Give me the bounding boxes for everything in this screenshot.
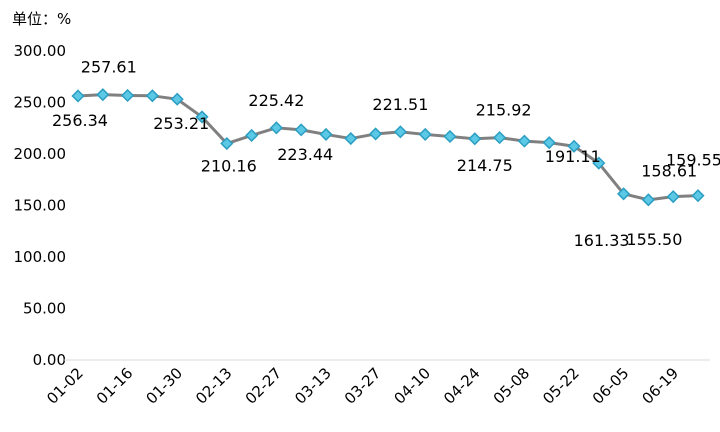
data-label: 161.33 [574,231,630,250]
data-point [170,92,184,106]
data-label: 223.44 [277,145,333,164]
data-label: 210.16 [201,157,257,176]
y-tick-label: 200.00 [14,145,67,163]
data-point [121,88,135,103]
data-label: 225.42 [248,91,304,110]
data-label: 257.61 [81,58,137,77]
y-tick-label: 50.00 [23,300,66,318]
x-tick-label: 01-02 [43,364,87,408]
data-label: 256.34 [52,111,108,130]
x-tick-label: 02-27 [242,364,286,408]
x-tick-label: 01-30 [142,364,186,408]
x-tick-label: 06-05 [589,364,633,408]
data-point [96,88,110,102]
x-tick-label: 04-10 [390,364,434,408]
x-tick-label: 04-24 [440,364,484,408]
data-point [641,193,655,207]
x-tick-label: 03-27 [341,364,385,408]
data-point [617,187,631,201]
y-axis: 300.00 250.00 200.00 150.00 100.00 50.00 0.00 [14,42,67,369]
x-tick-label: 02-13 [192,364,236,408]
data-point [269,121,283,135]
data-point [468,132,482,146]
data-point [517,134,531,148]
data-point [666,190,680,204]
data-label: 215.92 [476,101,532,120]
x-axis: 01-02 01-16 01-30 02-13 02-27 03-13 03-27 04-10… [43,364,682,408]
x-tick-label: 05-08 [490,364,534,408]
y-tick-label: 300.00 [14,42,67,60]
x-tick-label: 06-19 [638,364,682,408]
y-tick-label: 100.00 [14,248,67,266]
unit-label: 单位：% [12,10,71,28]
data-point [393,125,407,139]
data-point [145,89,159,103]
data-point [493,131,507,145]
data-point [220,136,234,151]
data-point [294,123,308,137]
data-label: 253.21 [153,114,209,133]
y-tick-label: 250.00 [14,94,67,112]
data-point [344,131,358,146]
data-point [691,189,705,203]
data-point [245,128,259,143]
data-point [71,89,85,103]
data-point [319,127,333,141]
x-tick-label: 01-16 [93,364,137,408]
y-tick-label: 150.00 [14,197,67,215]
data-label: 159.55 [666,151,720,170]
data-point [567,139,581,153]
x-tick-label: 03-13 [291,364,335,408]
data-label: 155.50 [626,230,682,249]
data-label: 191.11 [545,147,601,166]
data-point [195,110,209,124]
data-point [443,129,457,144]
y-tick-label: 0.00 [33,351,66,369]
data-point [592,156,606,170]
data-labels: 256.34 257.61 253.21 210.16 225.42 223.44 221.… [52,58,720,250]
data-label: 214.75 [457,156,513,175]
data-point [542,136,556,150]
series-markers [71,88,705,207]
data-point [418,127,432,141]
x-tick-label: 05-22 [539,364,583,408]
data-label: 221.51 [372,95,428,114]
series-line [77,93,699,202]
data-point [369,127,383,141]
data-label: 158.61 [641,162,697,181]
